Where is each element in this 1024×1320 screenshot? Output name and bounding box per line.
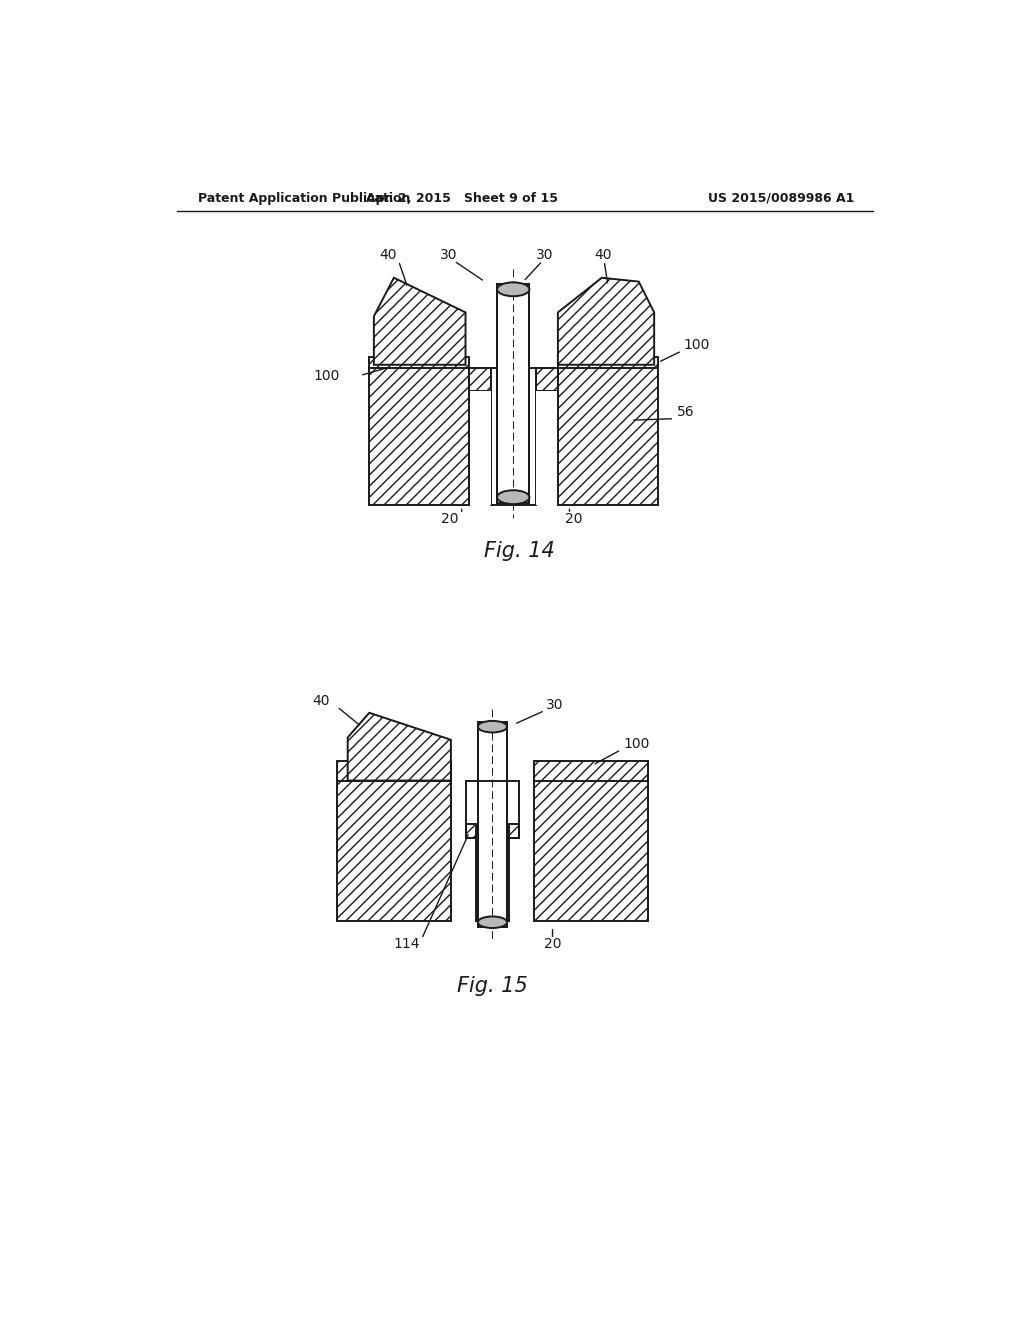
Text: 20: 20: [564, 512, 582, 525]
Ellipse shape: [478, 916, 507, 928]
Polygon shape: [535, 780, 648, 921]
Polygon shape: [475, 830, 509, 921]
Polygon shape: [374, 277, 466, 364]
Polygon shape: [469, 368, 490, 391]
Text: 40: 40: [595, 248, 612, 263]
Polygon shape: [466, 780, 519, 830]
Polygon shape: [509, 824, 519, 838]
Text: Patent Application Publication: Patent Application Publication: [199, 191, 411, 205]
Polygon shape: [490, 368, 537, 506]
Text: 20: 20: [441, 512, 459, 525]
Ellipse shape: [497, 490, 529, 504]
Text: 40: 40: [380, 248, 397, 263]
Polygon shape: [370, 358, 469, 374]
Polygon shape: [466, 824, 475, 838]
Text: 100: 100: [683, 338, 710, 351]
Text: 56: 56: [677, 405, 695, 420]
Text: 30: 30: [537, 248, 554, 263]
Text: 100: 100: [624, 737, 650, 751]
Ellipse shape: [478, 721, 507, 733]
Text: 20: 20: [544, 937, 561, 950]
Polygon shape: [337, 780, 451, 921]
Text: 30: 30: [440, 248, 458, 263]
Text: Fig. 15: Fig. 15: [457, 977, 527, 997]
Polygon shape: [537, 391, 558, 506]
Text: Fig. 14: Fig. 14: [484, 541, 555, 561]
Text: Apr. 2, 2015   Sheet 9 of 15: Apr. 2, 2015 Sheet 9 of 15: [366, 191, 558, 205]
Polygon shape: [348, 713, 451, 780]
Text: 40: 40: [312, 694, 331, 709]
Text: US 2015/0089986 A1: US 2015/0089986 A1: [708, 191, 854, 205]
Text: 100: 100: [313, 368, 340, 383]
Polygon shape: [558, 277, 654, 364]
Polygon shape: [370, 368, 469, 506]
Polygon shape: [535, 762, 648, 783]
Polygon shape: [558, 368, 658, 506]
Ellipse shape: [497, 282, 529, 296]
Polygon shape: [558, 358, 658, 374]
Polygon shape: [478, 722, 507, 927]
Polygon shape: [497, 284, 529, 503]
Text: 114: 114: [393, 937, 420, 950]
Text: 30: 30: [547, 698, 564, 711]
Polygon shape: [469, 391, 490, 506]
Polygon shape: [337, 762, 451, 783]
Polygon shape: [537, 368, 558, 391]
